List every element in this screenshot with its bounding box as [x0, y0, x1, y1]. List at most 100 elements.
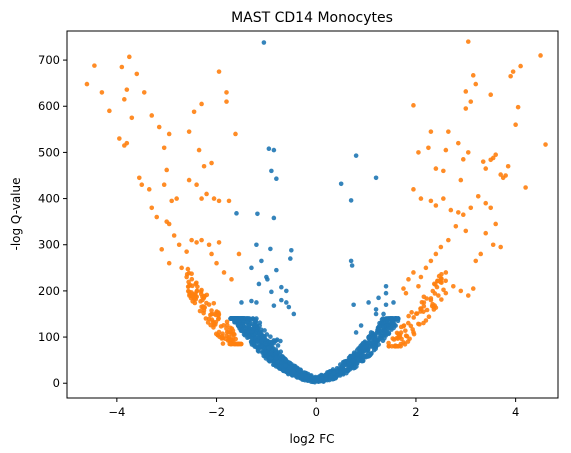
data-point [283, 363, 288, 368]
data-point [436, 273, 442, 279]
data-point [215, 332, 221, 338]
data-point [356, 357, 361, 363]
data-point [274, 349, 280, 355]
data-point [257, 323, 262, 328]
data-point [411, 331, 417, 337]
data-point [201, 163, 207, 169]
data-point [271, 303, 277, 308]
data-point [428, 297, 434, 303]
data-point [290, 369, 296, 375]
data-point [441, 168, 446, 174]
data-point [215, 316, 221, 322]
data-point [279, 297, 284, 303]
data-point [264, 353, 270, 359]
data-point [268, 246, 273, 252]
data-point [428, 198, 434, 204]
data-point [229, 326, 235, 331]
data-point [232, 319, 238, 325]
data-point [350, 353, 355, 359]
data-point [430, 288, 436, 294]
data-point [463, 89, 469, 94]
data-point [319, 376, 324, 382]
data-point [388, 325, 394, 331]
data-point [373, 337, 378, 342]
data-point [475, 193, 481, 199]
data-point [117, 136, 122, 141]
data-point [439, 297, 444, 302]
y-tick-label: 500 [38, 145, 60, 159]
x-tick-label: 2 [412, 405, 419, 419]
data-point [543, 142, 548, 147]
data-point [149, 113, 155, 118]
data-point [209, 251, 214, 257]
data-point [255, 338, 260, 344]
data-point [224, 99, 229, 104]
data-point [490, 242, 496, 248]
data-point [141, 90, 147, 95]
data-point [373, 346, 378, 352]
data-point [209, 160, 214, 166]
data-point [406, 313, 411, 319]
data-point [435, 278, 440, 284]
data-point [443, 278, 448, 284]
data-point [393, 343, 398, 349]
data-point [292, 364, 298, 370]
data-point [405, 320, 411, 326]
data-point [119, 64, 125, 70]
data-point [460, 157, 466, 162]
data-point [411, 103, 416, 108]
data-point [204, 191, 209, 197]
data-point [405, 339, 411, 344]
data-point [218, 324, 224, 329]
data-point [224, 326, 229, 331]
x-axis-ticks: −4 −2 0 2 4 [108, 398, 519, 419]
data-point [176, 242, 182, 248]
data-point [411, 270, 416, 275]
data-point [384, 316, 390, 321]
data-point [361, 353, 366, 359]
data-point [257, 331, 262, 337]
data-point [269, 342, 275, 348]
data-point [254, 242, 259, 248]
data-point [488, 205, 494, 211]
data-point [285, 369, 290, 374]
data-point [264, 332, 270, 337]
data-point [423, 265, 429, 271]
data-point [342, 359, 347, 364]
data-point [414, 311, 419, 316]
data-point [523, 185, 528, 190]
data-point [465, 293, 471, 298]
data-point [252, 344, 257, 349]
data-point [166, 221, 172, 227]
data-point [401, 323, 407, 328]
plot-frame [66, 30, 559, 399]
data-point [366, 300, 371, 305]
data-point [438, 244, 444, 250]
data-point [468, 205, 474, 211]
data-point [166, 260, 172, 266]
data-point [433, 282, 438, 287]
data-point [246, 323, 251, 329]
data-point [483, 166, 489, 171]
data-point [331, 370, 337, 376]
data-point [421, 303, 427, 309]
data-point [200, 297, 205, 303]
data-point [451, 283, 456, 289]
data-point [388, 316, 394, 321]
data-point [460, 212, 466, 218]
x-tick-label: −4 [108, 405, 125, 419]
data-point [274, 267, 279, 273]
data-point [161, 182, 167, 188]
data-point [259, 258, 264, 264]
data-point [231, 331, 236, 337]
data-point [417, 322, 422, 327]
data-point [127, 54, 132, 60]
data-point [220, 341, 226, 346]
data-point [403, 290, 409, 296]
y-tick-label: 600 [38, 99, 60, 113]
data-point [203, 316, 209, 321]
data-point [199, 287, 204, 293]
data-point [184, 249, 189, 254]
data-point [456, 140, 461, 146]
data-point [216, 69, 222, 74]
